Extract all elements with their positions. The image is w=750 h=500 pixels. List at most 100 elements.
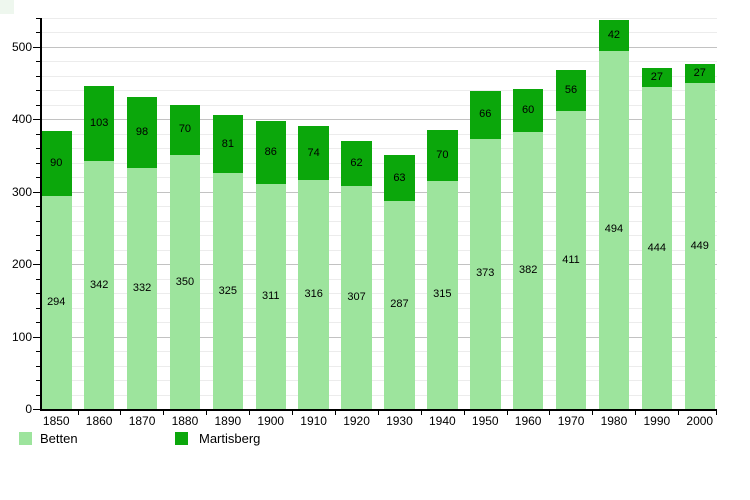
y-axis-tick — [33, 191, 40, 193]
x-axis-label: 2000 — [686, 414, 714, 428]
y-gridline — [40, 365, 717, 367]
x-axis-tick — [377, 411, 379, 415]
y-axis-tick — [36, 104, 40, 106]
y-gridline — [40, 235, 717, 236]
y-gridline — [40, 104, 717, 106]
bar-value-label: 449 — [690, 239, 709, 252]
x-axis-label: 1950 — [471, 414, 499, 428]
y-axis-tick — [36, 32, 40, 33]
bar-value-label: 444 — [647, 241, 667, 254]
bar-value-label: 27 — [693, 67, 706, 80]
bar-value-label: 81 — [221, 137, 234, 150]
x-axis-tick — [77, 411, 79, 415]
x-axis-tick — [635, 411, 637, 415]
y-gridline — [40, 336, 717, 338]
x-axis-label: 1850 — [42, 414, 70, 428]
legend: Betten Martisberg — [0, 430, 750, 448]
bar-segment-martisberg-2000: 27 — [684, 63, 715, 84]
y-axis-label: 300 — [11, 184, 32, 199]
x-axis-label: 1980 — [600, 414, 628, 428]
x-axis-tick — [506, 411, 508, 415]
x-axis-tick — [292, 411, 293, 415]
bar-segment-martisberg-1860: 103 — [83, 86, 115, 162]
bar-segment-betten-1980: 494 — [598, 50, 630, 409]
x-axis-label: 1930 — [386, 414, 413, 428]
y-gridline — [40, 17, 717, 19]
y-axis-tick — [36, 177, 40, 178]
y-axis-tick — [36, 90, 40, 91]
y-gridline — [40, 307, 717, 309]
x-axis-tick — [249, 411, 251, 415]
bar-segment-martisberg-1910: 74 — [298, 126, 329, 180]
y-axis-tick — [36, 17, 40, 19]
bar-segment-betten-1940: 315 — [427, 180, 458, 409]
bar-segment-betten-1900: 311 — [255, 183, 286, 409]
bar-value-label: 294 — [47, 295, 66, 308]
y-axis-tick — [36, 249, 40, 251]
bar-value-label: 90 — [50, 156, 63, 169]
bar-value-label: 311 — [261, 289, 280, 302]
bar-value-label: 332 — [132, 282, 152, 295]
bar-segment-betten-1990: 444 — [641, 87, 673, 409]
y-axis-tick — [36, 394, 40, 396]
y-axis-tick — [33, 119, 40, 120]
y-axis-tick — [36, 220, 40, 222]
x-axis-tick — [420, 411, 422, 415]
y-axis-tick — [33, 46, 40, 48]
y-gridline — [40, 133, 717, 135]
x-axis-label: 1880 — [171, 414, 199, 428]
bar-segment-betten-1920: 307 — [341, 186, 372, 409]
y-gridline — [40, 249, 717, 251]
x-axis-tick — [163, 411, 165, 415]
y-axis-tick — [36, 322, 40, 323]
bar-value-label: 373 — [476, 267, 495, 280]
y-gridline — [40, 191, 717, 193]
legend-label-betten: Betten — [40, 431, 78, 446]
y-axis-tick — [36, 235, 40, 236]
x-axis-tick — [463, 411, 465, 415]
x-axis-label: 1890 — [214, 414, 242, 428]
y-gridline — [40, 46, 717, 48]
bar-segment-betten-1960: 382 — [512, 132, 544, 409]
y-gridline — [40, 278, 717, 280]
bar-segment-martisberg-1920: 62 — [341, 141, 372, 187]
y-gridline — [40, 206, 717, 207]
x-axis-line — [40, 409, 717, 411]
x-axis-label: 1970 — [557, 414, 585, 428]
bar-segment-martisberg-1850: 90 — [41, 130, 72, 196]
legend-swatch-betten — [19, 432, 32, 445]
bar-segment-martisberg-1950: 66 — [470, 90, 501, 139]
y-gridline — [40, 351, 717, 352]
x-axis-tick — [120, 411, 122, 415]
bar-segment-betten-1930: 287 — [384, 200, 415, 409]
bar-value-label: 60 — [522, 103, 535, 116]
y-gridline — [40, 148, 717, 149]
bar-segment-betten-1880: 350 — [169, 155, 201, 409]
y-axis-label: 100 — [11, 329, 32, 344]
y-axis-tick — [36, 278, 40, 280]
x-axis-label: 1940 — [428, 414, 456, 428]
bar-value-label: 316 — [304, 287, 323, 300]
y-gridline — [40, 177, 717, 178]
y-gridline — [40, 162, 717, 164]
bar-value-label: 62 — [350, 157, 363, 170]
x-axis-tick — [206, 411, 208, 415]
bar-segment-betten-1870: 332 — [126, 168, 158, 409]
y-gridline — [40, 61, 717, 62]
x-axis-label: 1900 — [257, 414, 285, 428]
y-axis-tick — [36, 307, 40, 309]
bar-segment-martisberg-1880: 70 — [169, 104, 201, 156]
bar-value-label: 287 — [390, 298, 409, 311]
bar-value-label: 66 — [479, 108, 492, 121]
y-axis-label: 500 — [11, 39, 32, 54]
bar-segment-martisberg-1870: 98 — [126, 97, 158, 169]
y-axis-tick — [36, 365, 40, 367]
bar-value-label: 42 — [607, 29, 621, 42]
bar-value-label: 56 — [564, 84, 578, 97]
y-gridline — [40, 32, 717, 33]
bar-value-label: 63 — [393, 171, 406, 184]
y-axis-line — [40, 17, 42, 411]
bar-value-label: 325 — [218, 284, 238, 297]
y-axis-tick — [36, 61, 40, 62]
